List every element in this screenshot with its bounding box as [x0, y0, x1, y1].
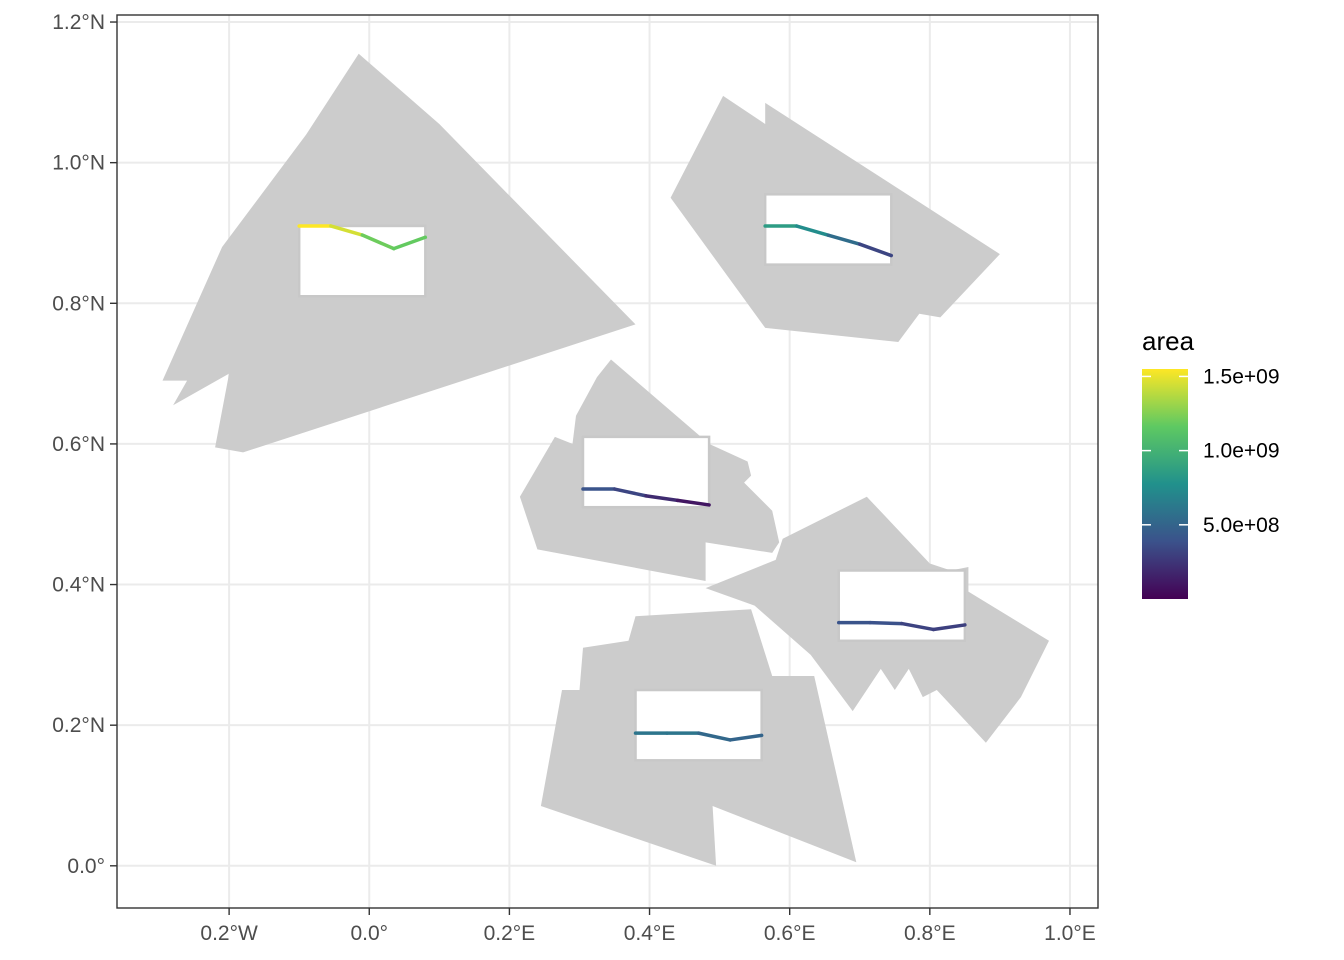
- inset-line-segment: [826, 233, 862, 246]
- x-tick-label: 0.2°W: [200, 922, 258, 945]
- x-tick-label: 1.0°E: [1044, 922, 1096, 945]
- x-tick-label: 0.4°E: [624, 922, 676, 945]
- y-tick-label: 0.8°N: [52, 292, 105, 315]
- inset-line-segment: [868, 620, 904, 626]
- y-axis: 0.0° 0.2°N 0.4°N 0.6°N 0.8°N 1.0°N 1.2°N: [52, 11, 117, 878]
- inset-line-segment: [931, 623, 967, 632]
- region: [540, 609, 857, 866]
- inset-line-segment: [328, 224, 364, 237]
- y-tick-label: 0.4°N: [52, 574, 105, 597]
- inset-box: [837, 569, 967, 643]
- legend-title: area: [1142, 326, 1195, 356]
- inset-line-segment: [675, 498, 711, 507]
- inset-line-segment: [644, 494, 680, 503]
- x-tick-label: 0.2°E: [484, 922, 536, 945]
- y-tick-label: 0.6°N: [52, 433, 105, 456]
- legend-colorbar: [1142, 369, 1188, 599]
- inset-line-segment: [858, 242, 894, 258]
- x-tick-label: 0.0°: [350, 922, 388, 945]
- region: [162, 53, 636, 453]
- panel-border: [116, 14, 1099, 909]
- inset-box: [634, 688, 763, 762]
- x-tick-label: 0.8°E: [904, 922, 956, 945]
- inset-line-segment: [360, 233, 396, 251]
- map-regions: [162, 53, 1049, 866]
- legend-label: 1.5e+09: [1203, 365, 1280, 388]
- inset-line-segment: [794, 224, 830, 237]
- region: [519, 359, 780, 581]
- inset-box: [297, 224, 427, 298]
- inset-line-segment: [900, 621, 936, 632]
- y-tick-label: 0.0°: [67, 855, 105, 878]
- inset-box: [763, 193, 893, 266]
- y-tick-label: 1.0°N: [52, 152, 105, 175]
- inset-line-segment: [696, 731, 732, 742]
- region: [670, 95, 1000, 343]
- y-tick-label: 0.2°N: [52, 714, 105, 737]
- legend-label: 1.0e+09: [1203, 440, 1280, 463]
- y-tick-label: 1.2°N: [52, 11, 105, 34]
- legend-label: 5.0e+08: [1203, 514, 1280, 537]
- legend: area 1.5e+09 1.0e+09 5.0e+08: [1142, 326, 1280, 599]
- legend-ticks: 1.5e+09 1.0e+09 5.0e+08: [1142, 365, 1280, 537]
- x-axis: 0.2°W 0.0° 0.2°E 0.4°E 0.6°E 0.8°E 1.0°E: [200, 908, 1096, 945]
- region: [705, 496, 1049, 743]
- inset-line-segment: [612, 487, 648, 498]
- x-tick-label: 0.6°E: [764, 922, 816, 945]
- inset-line-segment: [392, 235, 428, 251]
- inset-line-segment: [728, 733, 764, 742]
